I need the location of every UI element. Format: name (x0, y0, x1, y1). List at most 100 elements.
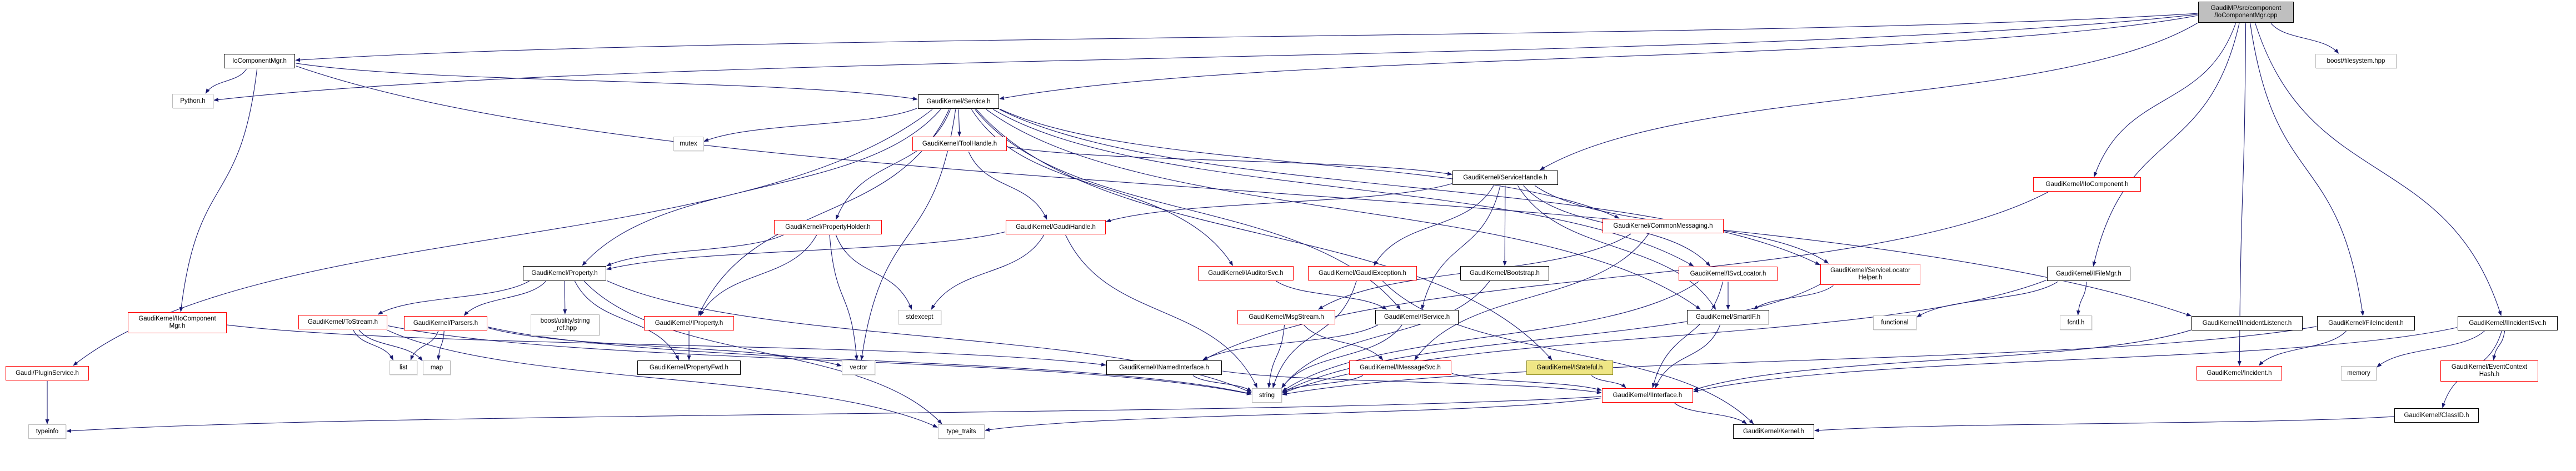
node-label: GaudiKernel/Bootstrap.h (1470, 269, 1540, 277)
node-stdexcept[interactable]: stdexcept (898, 310, 941, 324)
node-label: type_traits (946, 428, 976, 435)
node-iproperty_h[interactable]: GaudiKernel/IProperty.h (644, 316, 734, 330)
node-python_h[interactable]: Python.h (172, 94, 213, 108)
edge-inamedinterface_h-to-string (1192, 375, 1252, 392)
edge-root-to-iocomponentmgr_h (295, 13, 2198, 62)
edge-ifilemgr_h-to-fcntl_h (2076, 281, 2087, 315)
node-ifilemgr_h[interactable]: GaudiKernel/IFileMgr.h (2047, 267, 2130, 281)
node-commonmessaging_h[interactable]: GaudiKernel/CommonMessaging.h (1602, 219, 1724, 233)
node-label: GaudiKernel/CommonMessaging.h (1613, 222, 1713, 229)
node-gaudihandle_h[interactable]: GaudiKernel/GaudiHandle.h (1006, 220, 1106, 234)
node-map[interactable]: map (423, 360, 451, 375)
node-type_traits[interactable]: type_traits (938, 424, 985, 439)
edge-isvclocator_h-to-string (1282, 281, 1699, 392)
edge-service_h-to-iproperty_h (698, 109, 950, 316)
node-smartif_h[interactable]: GaudiKernel/SmartIF.h (1687, 310, 1769, 324)
node-label: IoComponentMgr.h (232, 57, 287, 64)
node-root: GaudiMP/src/component /IoComponentMgr.cp… (2198, 2, 2294, 23)
node-string_ref[interactable]: boost/utility/string _ref.hpp (531, 314, 600, 335)
edge-toolhandle_h-to-gaudihandle_h (968, 151, 1047, 220)
node-label: GaudiKernel/ToStream.h (308, 318, 378, 325)
node-isvclocator_h[interactable]: GaudiKernel/ISvcLocator.h (1679, 267, 1778, 281)
edge-propertyholder_h-to-vector (829, 234, 858, 360)
node-servicehandle_h[interactable]: GaudiKernel/ServiceHandle.h (1452, 171, 1558, 185)
node-label: GaudiKernel/IIoComponent Mgr.h (138, 315, 216, 329)
node-vector[interactable]: vector (842, 360, 875, 375)
node-fileincident_h[interactable]: GaudiKernel/FileIncident.h (2317, 316, 2415, 330)
edge-smartif_h-to-iinterface_h (1655, 324, 1721, 388)
node-servicelocatorhelper_h[interactable]: GaudiKernel/ServiceLocator Helper.h (1820, 264, 1920, 285)
node-label: functional (1881, 319, 1909, 326)
edge-propertyholder_h-to-property_h (606, 234, 784, 267)
node-service_h[interactable]: GaudiKernel/Service.h (918, 94, 999, 109)
node-label: boost/filesystem.hpp (2327, 57, 2385, 64)
edge-root-to-ifilemgr_h (2092, 23, 2240, 267)
edge-property_h-to-parsers_h (463, 280, 547, 316)
node-property_h[interactable]: GaudiKernel/Property.h (523, 266, 606, 280)
node-mutex[interactable]: mutex (673, 137, 703, 151)
edge-tostream_h-to-list (353, 329, 393, 360)
node-kernel_h[interactable]: GaudiKernel/Kernel.h (1733, 424, 1814, 439)
node-toolhandle_h[interactable]: GaudiKernel/ToolHandle.h (912, 137, 1007, 151)
node-label: GaudiKernel/IStateful.h (1536, 364, 1603, 371)
node-iauditorsvc_h[interactable]: GaudiKernel/IAuditorSvc.h (1198, 266, 1294, 280)
node-fcntl_h[interactable]: fcntl.h (2060, 315, 2092, 330)
edge-gaudihandle_h-to-stdexcept (931, 234, 1045, 310)
node-bootstrap_h[interactable]: GaudiKernel/Bootstrap.h (1460, 266, 1549, 280)
edge-service_h-to-mutex (703, 108, 918, 142)
node-incident_h[interactable]: GaudiKernel/Incident.h (2196, 366, 2282, 380)
edge-parsers_h-to-map (436, 330, 445, 360)
edge-service_h-to-property_h (582, 109, 941, 266)
node-eventcontexthash_h[interactable]: GaudiKernel/EventContext Hash.h (2440, 360, 2538, 382)
node-iiocomponentmgr_h[interactable]: GaudiKernel/IIoComponent Mgr.h (128, 312, 227, 333)
node-tostream_h[interactable]: GaudiKernel/ToStream.h (298, 315, 387, 329)
node-iincidentlistener_h[interactable]: GaudiKernel/IIncidentListener.h (2191, 316, 2303, 330)
edge-imessagesvc_h-to-iinterface_h (1451, 373, 1602, 391)
node-label: Python.h (180, 97, 206, 104)
edge-iocomponentmgr_h-to-python_h (205, 68, 247, 94)
node-label: GaudiKernel/IProperty.h (655, 319, 723, 327)
node-label: GaudiKernel/IIncidentListener.h (2202, 319, 2292, 327)
node-imessagesvc_h[interactable]: GaudiKernel/IMessageSvc.h (1349, 360, 1451, 375)
node-propertyholder_h[interactable]: GaudiKernel/PropertyHolder.h (774, 220, 882, 234)
node-label: GaudiKernel/Parsers.h (413, 319, 478, 327)
edge-servicehandle_h-to-gaudihandle_h (1106, 183, 1452, 223)
node-inamedinterface_h[interactable]: GaudiKernel/INamedInterface.h (1106, 360, 1222, 375)
node-label: fcntl.h (2067, 319, 2085, 326)
edge-root-to-fileincident_h (2250, 23, 2364, 316)
node-functional[interactable]: functional (1873, 315, 1916, 330)
node-msgstream_h[interactable]: GaudiKernel/MsgStream.h (1237, 310, 1335, 324)
edge-root-to-boost_filesystem (2270, 23, 2339, 54)
node-label: GaudiKernel/PropertyHolder.h (785, 223, 871, 231)
node-iincidentsvc_h[interactable]: GaudiKernel/IIncidentSvc.h (2458, 316, 2558, 330)
node-gaudiexception_h[interactable]: GaudiKernel/GaudiException.h (1308, 266, 1417, 280)
node-iinterface_h[interactable]: GaudiKernel/IInterface.h (1602, 388, 1693, 403)
node-pluginservice_h[interactable]: Gaudi/PluginService.h (6, 366, 89, 380)
node-list[interactable]: list (390, 360, 417, 375)
node-label: GaudiKernel/SmartIF.h (1695, 313, 1761, 320)
node-istateful_h[interactable]: GaudiKernel/IStateful.h (1526, 360, 1613, 375)
node-label: stdexcept (906, 313, 933, 320)
edge-iocomponentmgr_h-to-iiocomponentmgr_h (179, 68, 258, 312)
node-label: map (430, 364, 443, 371)
node-label: GaudiKernel/Service.h (926, 98, 991, 105)
edge-root-to-iiocomponent_h (2094, 23, 2236, 177)
edge-iiocomponentmgr_h-to-inamedinterface_h (227, 324, 1106, 367)
node-label: Gaudi/PluginService.h (16, 369, 79, 377)
edge-servicehandle_h-to-iservice_h (1421, 185, 1501, 310)
node-label: GaudiKernel/IAuditorSvc.h (1208, 269, 1284, 277)
node-iservice_h[interactable]: GaudiKernel/IService.h (1375, 310, 1459, 324)
edge-commonmessaging_h-to-imessagesvc_h (1414, 233, 1649, 360)
node-propertyfwd_h[interactable]: GaudiKernel/PropertyFwd.h (637, 360, 741, 375)
node-boost_filesystem[interactable]: boost/filesystem.hpp (2315, 54, 2397, 68)
node-classid_h[interactable]: GaudiKernel/ClassID.h (2394, 408, 2479, 423)
node-parsers_h[interactable]: GaudiKernel/Parsers.h (404, 316, 487, 330)
node-typeinfo[interactable]: typeinfo (28, 424, 66, 439)
node-iocomponentmgr_h[interactable]: IoComponentMgr.h (224, 54, 295, 68)
node-label: GaudiKernel/Property.h (531, 269, 598, 277)
node-string[interactable]: string (1252, 388, 1282, 403)
edge-iocomponentmgr_h-to-iincidentlistener_h (295, 66, 2191, 317)
node-memory[interactable]: memory (2341, 366, 2377, 380)
node-iiocomponent_h[interactable]: GaudiKernel/IIoComponent.h (2033, 177, 2141, 192)
edge-tostream_h-to-type_traits (386, 329, 938, 428)
